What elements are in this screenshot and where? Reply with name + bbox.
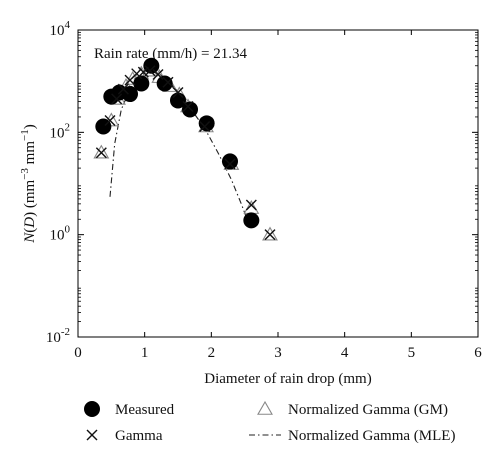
gamma-point-stroke <box>117 83 129 95</box>
y-tick-label: 102 <box>50 121 71 141</box>
gamma-point <box>111 93 123 105</box>
x-tick-label: 4 <box>341 345 349 361</box>
gamma-point <box>199 121 211 132</box>
gamma-point-stroke <box>131 68 143 80</box>
measured-point <box>156 75 173 92</box>
gamma-point-stroke <box>264 229 276 241</box>
x-tick-label: 6 <box>474 345 482 361</box>
gamma-point <box>245 199 257 211</box>
legend-item: Measured <box>84 401 175 418</box>
gamma-point <box>137 66 149 78</box>
gamma-point <box>182 100 194 112</box>
gamma-point <box>95 147 107 159</box>
gamma-point <box>144 65 156 77</box>
x-tick-label: 5 <box>408 345 416 361</box>
legend-circle-icon <box>84 401 100 417</box>
legend-item: Normalized Gamma (GM) <box>257 400 448 418</box>
gamma-point <box>224 158 236 170</box>
measured-point <box>122 86 138 103</box>
y-axis-label: N(D) (mm−3 mm−1) <box>19 124 38 243</box>
x-axis-label: Diameter of rain drop (mm) <box>204 371 371 387</box>
measured-point <box>243 212 260 229</box>
gamma-point-stroke <box>144 65 156 77</box>
axes-layer: 0 1 2 3 4 5 6 10-2 100 102 104 Diameter of rain dro… <box>19 19 482 387</box>
x-tick-label: 2 <box>208 345 216 361</box>
legend-item: Gamma <box>86 428 163 444</box>
gamma-point <box>264 229 276 241</box>
x-tick-label: 3 <box>274 345 282 361</box>
gamma-point <box>152 69 164 80</box>
gamma-point <box>104 115 116 127</box>
gamma-point <box>117 83 129 95</box>
legend-label: Normalized Gamma (MLE) <box>288 428 455 444</box>
gamma-point <box>131 68 143 80</box>
gamma-point <box>162 76 174 88</box>
measured-point <box>133 75 150 92</box>
measured-point <box>198 115 215 132</box>
legend-triangle-icon <box>257 400 273 415</box>
gamma-point-stroke <box>245 199 257 211</box>
y-tick-label: 100 <box>50 224 71 244</box>
legend-label: Measured <box>115 402 175 418</box>
gamma-point-stroke <box>95 147 107 159</box>
measured-point <box>222 153 238 170</box>
gm-point <box>243 200 260 214</box>
gamma-point-stroke <box>137 66 149 78</box>
rain-rate-annotation: Rain rate (mm/h) = 21.34 <box>94 46 248 62</box>
gm-point <box>93 144 110 159</box>
x-tick-label: 1 <box>141 345 149 361</box>
gm-point <box>103 112 120 127</box>
legend-label: Gamma <box>115 428 163 444</box>
legend-item: Normalized Gamma (MLE) <box>249 428 455 444</box>
gamma-point-stroke <box>182 100 194 112</box>
legend-label: Normalized Gamma (GM) <box>288 402 448 418</box>
gamma-point-stroke <box>152 69 164 80</box>
gamma-point-stroke <box>162 76 174 88</box>
legend-x-icon <box>86 429 98 441</box>
y-tick-label: 10-2 <box>46 326 70 346</box>
gamma-point-stroke <box>172 87 184 99</box>
x-tick-label: 0 <box>74 345 82 361</box>
gm-point <box>262 226 278 241</box>
gamma-point <box>172 87 184 99</box>
plot-frame <box>77 29 479 338</box>
gamma-point-stroke <box>199 121 211 132</box>
legend-x-icon-stroke <box>86 429 98 441</box>
gamma-point-stroke <box>111 93 123 105</box>
data-layer <box>93 57 278 241</box>
gamma-point-stroke <box>104 115 116 127</box>
legend-layer: Measured Normalized Gamma (GM) Gamma Normal… <box>84 400 455 444</box>
measured-point <box>143 57 160 74</box>
y-tick-label: 104 <box>50 19 71 39</box>
gamma-point-stroke <box>224 158 236 170</box>
